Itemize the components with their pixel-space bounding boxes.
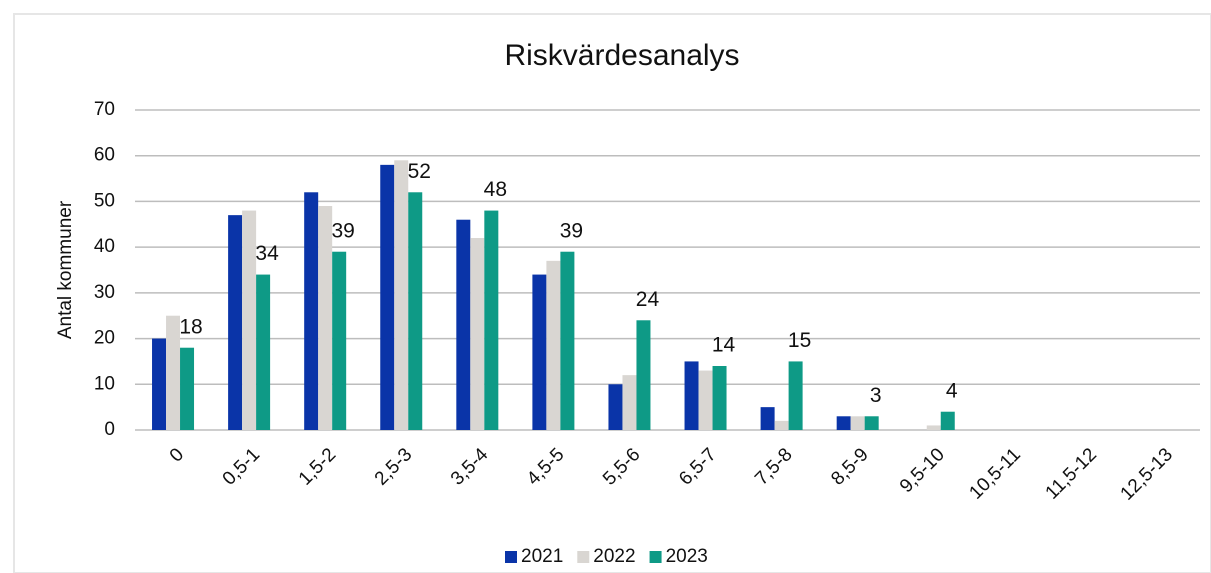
bar <box>456 219 471 430</box>
data-label: 48 <box>484 178 507 201</box>
y-tick-label: 70 <box>94 99 115 120</box>
data-label: 3 <box>870 384 882 407</box>
chart-frame <box>13 13 1211 573</box>
x-tick-label: 11,5-12 <box>1042 444 1101 503</box>
x-tick-label: 2,5-3 <box>371 444 416 489</box>
legend-swatch <box>577 551 590 563</box>
bar <box>760 407 775 430</box>
bar <box>560 251 575 430</box>
bar <box>622 375 637 430</box>
bar <box>242 210 257 430</box>
bar <box>940 411 955 430</box>
bar <box>684 361 699 430</box>
bar <box>470 238 485 430</box>
x-tick-label: 1,5-2 <box>295 444 340 489</box>
bar <box>698 370 713 430</box>
y-axis-label: Antal kommuner <box>55 200 76 339</box>
chart-title: Riskvärdesanalys <box>504 39 739 72</box>
bar <box>850 416 865 430</box>
x-tick-label: 10,5-11 <box>965 444 1024 503</box>
bar <box>318 206 333 430</box>
bar <box>332 251 347 430</box>
x-tick-label: 12,5-13 <box>1117 444 1177 504</box>
x-tick-label: 0,5-1 <box>219 444 264 489</box>
bar <box>484 210 499 430</box>
x-tick-label: 0 <box>166 444 188 466</box>
bar <box>228 215 243 430</box>
data-label: 15 <box>788 329 811 352</box>
data-label: 39 <box>331 219 354 242</box>
bar <box>788 361 803 430</box>
x-tick-label: 3,5-4 <box>447 444 493 490</box>
bar <box>152 338 167 430</box>
y-tick-label: 50 <box>94 190 115 211</box>
x-tick-label: 9,5-10 <box>896 444 949 497</box>
x-tick-label: 5,5-6 <box>599 444 644 489</box>
bar <box>380 164 395 430</box>
bar <box>408 192 423 430</box>
legend-label: 2022 <box>593 546 635 567</box>
data-label: 24 <box>636 288 660 311</box>
bar <box>546 260 561 430</box>
bar <box>166 315 181 430</box>
y-tick-label: 40 <box>94 236 115 257</box>
y-tick-label: 60 <box>94 145 115 166</box>
legend-swatch <box>649 551 662 563</box>
bar <box>774 420 789 430</box>
data-label: 4 <box>946 379 958 402</box>
bar <box>864 416 879 430</box>
bar <box>394 160 409 431</box>
bar <box>304 192 319 430</box>
data-label: 34 <box>255 242 279 265</box>
y-tick-label: 10 <box>94 373 115 394</box>
data-label: 14 <box>712 334 736 357</box>
y-tick-label: 20 <box>94 328 115 349</box>
x-tick-label: 7,5-8 <box>751 444 796 489</box>
bar <box>256 274 271 430</box>
data-label: 39 <box>560 219 583 242</box>
bar <box>836 416 851 430</box>
legend-label: 2023 <box>666 546 708 567</box>
data-label: 18 <box>179 315 202 338</box>
bar <box>926 425 941 430</box>
bar <box>712 366 727 430</box>
bar <box>532 274 547 430</box>
bar <box>636 320 651 430</box>
x-tick-label: 4,5-5 <box>523 444 568 489</box>
legend-swatch <box>505 551 517 563</box>
bar <box>608 384 623 430</box>
x-tick-label: 8,5-9 <box>827 444 872 489</box>
y-tick-label: 30 <box>94 282 115 303</box>
x-tick-label: 6,5-7 <box>675 444 720 489</box>
data-label: 52 <box>408 160 431 183</box>
bar <box>180 347 195 430</box>
legend-label: 2021 <box>521 546 563 567</box>
y-tick-label: 0 <box>104 419 115 440</box>
